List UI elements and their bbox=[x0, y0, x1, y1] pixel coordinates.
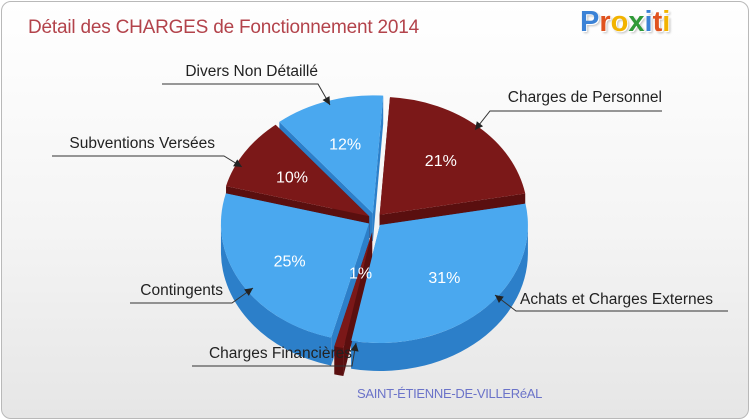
slice-percent-label: 21% bbox=[425, 153, 457, 170]
pie-slice-edge bbox=[372, 95, 384, 242]
pie-tops bbox=[220, 95, 528, 349]
slice-percent-label: 31% bbox=[428, 270, 460, 287]
callout-arrow bbox=[495, 295, 504, 304]
pie-slice bbox=[379, 97, 526, 215]
pie-slice bbox=[226, 124, 370, 217]
slice-percent-label: 10% bbox=[276, 170, 308, 187]
slice-category-label: Achats et Charges Externes bbox=[520, 291, 713, 308]
slice-category-label: Contingents bbox=[140, 282, 223, 299]
logo-letter: o bbox=[610, 6, 629, 38]
callout-arrow bbox=[322, 96, 330, 105]
callout-arrow bbox=[350, 343, 359, 352]
logo-letter: i bbox=[662, 6, 671, 38]
logo-letter: P bbox=[580, 6, 600, 38]
slice-category-label: Subventions Versées bbox=[69, 135, 215, 152]
logo-letter: r bbox=[599, 6, 611, 38]
pie-slice bbox=[220, 193, 369, 338]
logo-letter: x bbox=[628, 6, 645, 38]
pie-slice bbox=[334, 232, 373, 349]
chart-subtitle: SAINT-ÉTIENNE-DE-VILLERéAL bbox=[357, 386, 543, 401]
chart-title: Détail des CHARGES de Fonctionnement 201… bbox=[28, 17, 420, 38]
slice-category-label: Charges Financières bbox=[209, 345, 352, 362]
pie-labels: 21% Charges de Personnel 31% Achats et Char… bbox=[52, 63, 728, 367]
proxiti-logo: Proxiti bbox=[580, 6, 670, 39]
callout-arrow bbox=[244, 288, 253, 296]
pie-slice bbox=[351, 203, 528, 343]
callout-arrow bbox=[233, 159, 242, 167]
pie-slice-wall bbox=[220, 223, 332, 366]
callout-line bbox=[474, 110, 662, 131]
logo-letter: i bbox=[644, 6, 653, 38]
slice-percent-label: 1% bbox=[349, 266, 372, 283]
slice-percent-label: 12% bbox=[329, 137, 361, 154]
callout-arrow bbox=[475, 121, 484, 130]
callout-line bbox=[494, 294, 728, 312]
pie-slice-wall bbox=[351, 224, 528, 371]
slice-category-label: Divers Non Détaillé bbox=[185, 63, 318, 80]
callout-line bbox=[130, 287, 254, 304]
slice-percent-label: 25% bbox=[274, 253, 306, 270]
logo-letter: t bbox=[652, 6, 663, 38]
callout-line bbox=[52, 155, 243, 168]
pie-slice bbox=[279, 95, 384, 214]
callout-line bbox=[162, 83, 331, 106]
slice-category-label: Charges de Personnel bbox=[508, 89, 662, 106]
